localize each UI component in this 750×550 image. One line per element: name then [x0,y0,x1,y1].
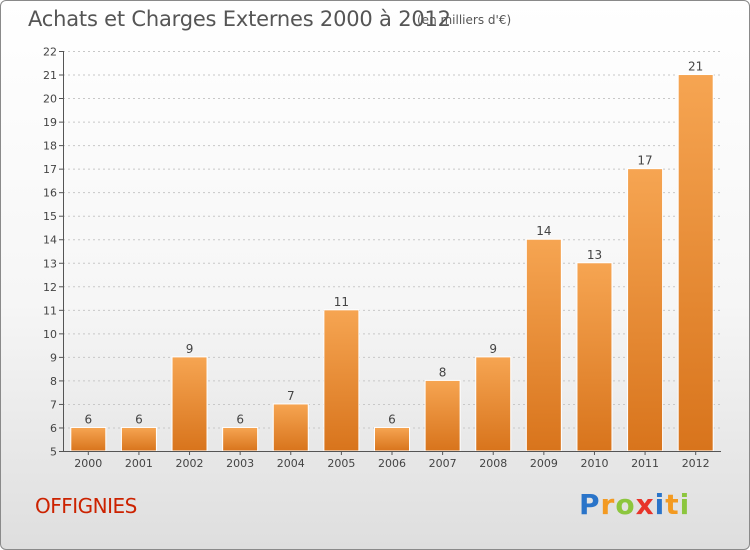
bar-2007 [424,379,461,452]
bar-value-label: 14 [536,224,551,238]
commune-name: OFFIGNIES [35,494,137,518]
bars: 6 6 9 6 7 11 6 8 9 14 13 17 21 [70,60,714,452]
x-tick-label: 2004 [277,457,305,470]
x-tick-label: 2012 [682,457,710,470]
bar-value-label: 17 [637,154,652,168]
proxiti-logo[interactable]: Proxiti [579,488,691,521]
x-tick-label: 2002 [176,457,204,470]
bar-2009 [525,238,562,452]
y-tick-label: 15 [43,210,57,223]
bar-2001 [120,426,157,452]
bar-2000 [70,426,107,452]
x-tick-label: 2008 [479,457,507,470]
bar-value-label: 9 [186,342,194,356]
bar-value-label: 7 [287,389,295,403]
bar-2008 [475,356,512,452]
y-tick-label: 16 [43,187,57,200]
y-tick-label: 14 [43,234,57,247]
x-axis: 2000 2001 2002 2003 2004 2005 2006 2007 2008 2009… [63,451,721,470]
bar-value-label: 9 [489,342,497,356]
bar-value-label: 13 [587,248,602,262]
bar-2002 [171,356,208,452]
y-tick-label: 5 [50,446,57,459]
y-tick-label: 22 [43,46,57,59]
chart-title: Achats et Charges Externes 2000 à 2012 [28,7,451,31]
y-axis: 5 6 7 8 9 10 11 12 13 14 15 16 17 18 19 20 21 22 [43,46,64,459]
x-tick-label: 2007 [429,457,457,470]
bar-value-label: 6 [388,412,396,426]
y-tick-label: 18 [43,140,57,153]
y-tick-label: 20 [43,93,57,106]
x-tick-label: 2001 [125,457,153,470]
bar-2010 [576,262,613,452]
y-tick-label: 11 [43,304,57,317]
y-tick-label: 13 [43,257,57,270]
bar-2003 [222,426,259,452]
bar-value-label: 6 [135,412,143,426]
bar-2004 [272,403,309,452]
x-tick-label: 2010 [580,457,608,470]
x-tick-label: 2000 [74,457,102,470]
bar-value-label: 8 [439,365,447,379]
bar-2006 [374,426,410,452]
bar-2012 [677,74,714,452]
y-tick-label: 12 [43,281,57,294]
bar-value-label: 21 [688,60,703,74]
y-tick-label: 19 [43,116,57,129]
y-tick-label: 10 [43,328,57,341]
y-tick-label: 9 [50,351,57,364]
y-tick-label: 7 [50,398,57,411]
x-tick-label: 2006 [378,457,406,470]
bar-2005 [323,309,360,452]
bar-value-label: 6 [84,412,92,426]
chart-subtitle: (en milliers d'€) [417,13,512,27]
x-tick-label: 2005 [327,457,355,470]
bar-value-label: 6 [236,412,244,426]
y-tick-label: 17 [43,163,57,176]
grid-lines [63,51,721,452]
x-tick-label: 2011 [631,457,659,470]
bar-2011 [627,168,664,452]
bar-value-label: 11 [334,295,349,309]
y-tick-label: 8 [50,375,57,388]
y-tick-label: 6 [50,422,57,435]
x-tick-label: 2003 [226,457,254,470]
x-tick-label: 2009 [530,457,558,470]
y-tick-label: 21 [43,69,57,82]
